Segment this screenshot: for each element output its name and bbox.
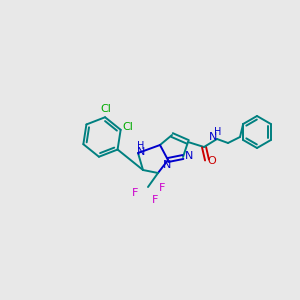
Text: N: N xyxy=(137,147,145,157)
Text: F: F xyxy=(152,195,158,205)
Text: O: O xyxy=(208,156,216,166)
Text: F: F xyxy=(159,183,165,193)
Text: N: N xyxy=(185,151,193,161)
Text: F: F xyxy=(132,188,138,198)
Text: N: N xyxy=(209,132,217,142)
Text: H: H xyxy=(214,127,222,137)
Text: Cl: Cl xyxy=(101,104,112,114)
Text: Cl: Cl xyxy=(123,122,134,132)
Text: H: H xyxy=(137,141,145,151)
Text: N: N xyxy=(163,160,171,170)
